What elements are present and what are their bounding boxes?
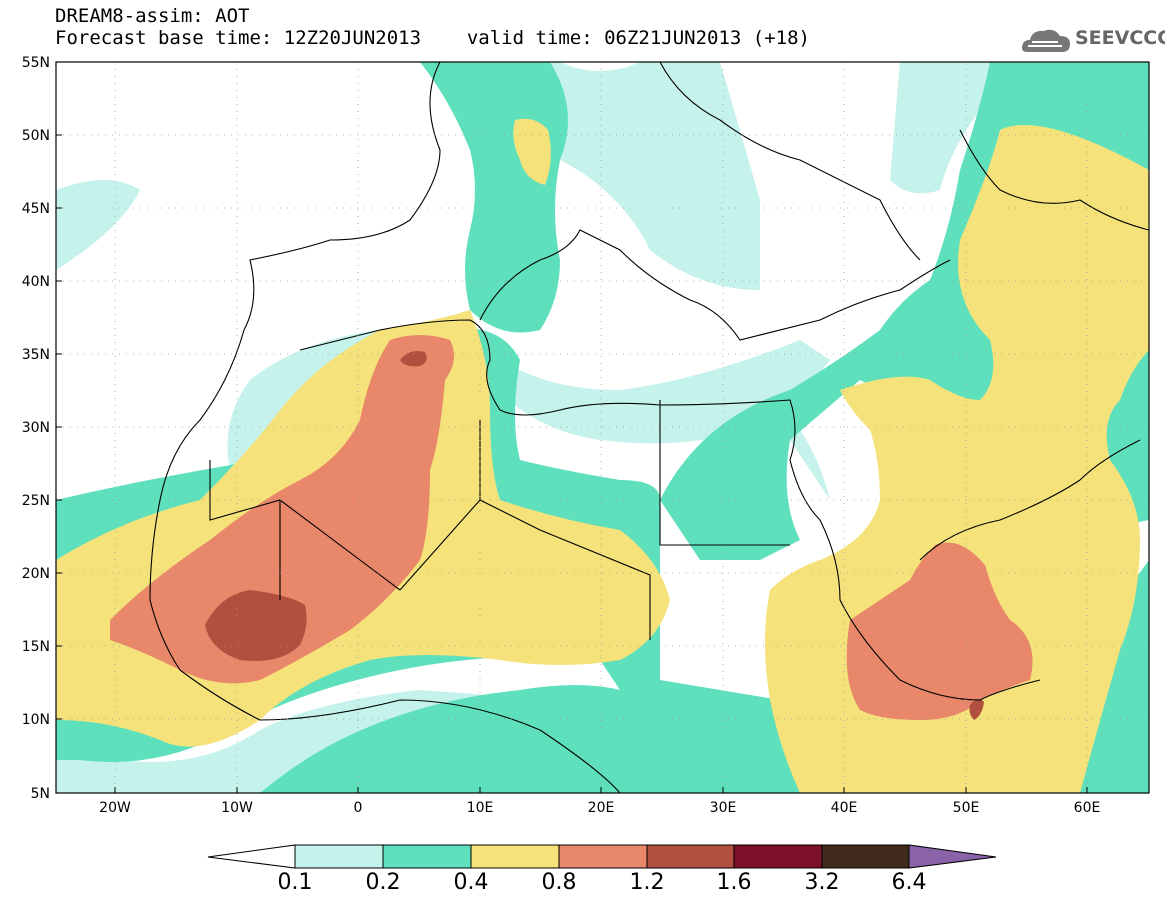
lat-label: 5N [31, 786, 50, 802]
lat-label: 15N [22, 639, 50, 655]
latitude-labels: 55N 50N 45N 40N 35N 30N 25N 20N 15N 10N … [22, 55, 50, 802]
lat-label: 55N [22, 55, 50, 71]
colorbar-label: 0.8 [541, 870, 577, 895]
colorbar [207, 844, 997, 869]
colorbar-label: 3.2 [804, 870, 840, 895]
longitude-labels: 20W 10W 0 10E 20E 30E 40E 50E 60E [99, 800, 1100, 816]
lon-label: 30E [710, 800, 737, 816]
lat-label: 35N [22, 347, 50, 363]
lat-label: 25N [22, 493, 50, 509]
colorbar-label: 0.1 [277, 870, 313, 895]
colorbar-segment [294, 844, 384, 869]
colorbar-segment [470, 844, 560, 869]
colorbar-label: 1.2 [629, 870, 665, 895]
cloud-logo-icon [1022, 29, 1070, 52]
lon-label: 10E [467, 800, 494, 816]
lat-label: 30N [22, 420, 50, 436]
aot-level-0.8 [110, 335, 1033, 720]
lat-label: 50N [22, 128, 50, 144]
colorbar-segment [821, 844, 910, 869]
graticule [56, 62, 1149, 793]
colorbar-segment [382, 844, 472, 869]
lat-label: 45N [22, 201, 50, 217]
colorbar-segment [558, 844, 648, 869]
lon-label: 50E [953, 800, 980, 816]
lat-label: 10N [22, 712, 50, 728]
base-time: Forecast base time: 12Z20JUN2013 [55, 27, 422, 49]
colorbar-segment [908, 844, 997, 869]
map-title: DREAM8-assim: AOT [55, 5, 250, 27]
colorbar-label: 1.6 [716, 870, 752, 895]
lon-label: 0 [354, 800, 363, 816]
axis-ticks [56, 61, 1088, 793]
lon-label: 10W [221, 800, 253, 816]
colorbar-label: 0.2 [365, 870, 401, 895]
logo-text: SEEVCCC [1075, 27, 1165, 49]
colorbar-segment [733, 844, 823, 869]
forecast-times: Forecast base time: 12Z20JUN2013 valid t… [55, 28, 810, 48]
lon-label: 40E [831, 800, 858, 816]
colorbar-label: 0.4 [453, 870, 489, 895]
lat-label: 20N [22, 566, 50, 582]
lon-label: 20W [99, 800, 131, 816]
country-borders [149, 62, 1149, 793]
colorbar-segment [207, 844, 296, 869]
lon-label: 60E [1074, 800, 1101, 816]
lon-label: 20E [588, 800, 615, 816]
colorbar-label: 6.4 [891, 870, 927, 895]
colorbar-segment [646, 844, 735, 869]
lat-label: 40N [22, 274, 50, 290]
aot-level-1.2 [205, 351, 984, 720]
valid-time: valid time: 06Z21JUN2013 (+18) [466, 27, 810, 49]
